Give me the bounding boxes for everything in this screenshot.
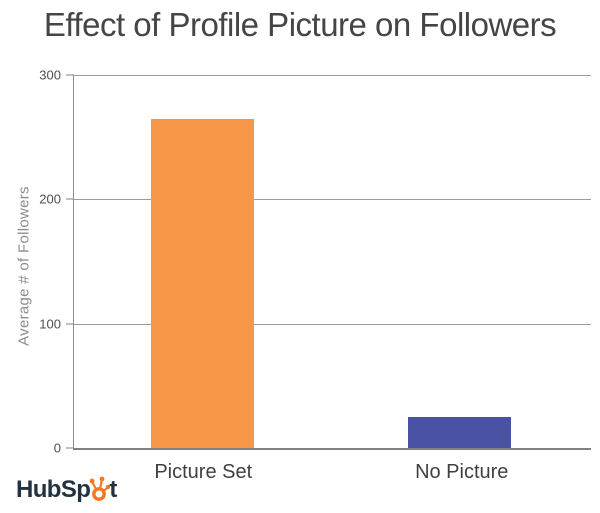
x-category-label-picture-set: Picture Set xyxy=(154,461,253,483)
y-tick-label: 300 xyxy=(39,67,61,83)
gridline-200 xyxy=(74,199,591,201)
logo-text-right: t xyxy=(109,476,117,503)
y-axis-title: Average # of Followers xyxy=(15,186,33,346)
bar-picture-set xyxy=(151,118,254,448)
y-tick-label: 100 xyxy=(39,316,61,332)
y-tickmark xyxy=(66,198,74,200)
plot-area: 300 200 100 0 Picture Set No Picture xyxy=(39,68,591,483)
y-tickmark xyxy=(66,323,74,325)
y-tick-label: 200 xyxy=(39,191,61,207)
x-category-label-no-picture: No Picture xyxy=(415,461,509,483)
chart-title: Effect of Profile Picture on Followers xyxy=(43,6,557,43)
y-tickmark xyxy=(66,447,74,449)
logo-text-left: HubSp xyxy=(16,476,91,503)
gridline-100 xyxy=(74,323,591,325)
hubspot-sprocket-icon xyxy=(90,476,111,501)
y-tick-label: 0 xyxy=(53,440,61,456)
gridline-300 xyxy=(74,75,591,76)
y-tickmark xyxy=(66,74,74,76)
hubspot-logo: HubSp t xyxy=(16,476,117,502)
bar-no-picture xyxy=(408,416,511,448)
